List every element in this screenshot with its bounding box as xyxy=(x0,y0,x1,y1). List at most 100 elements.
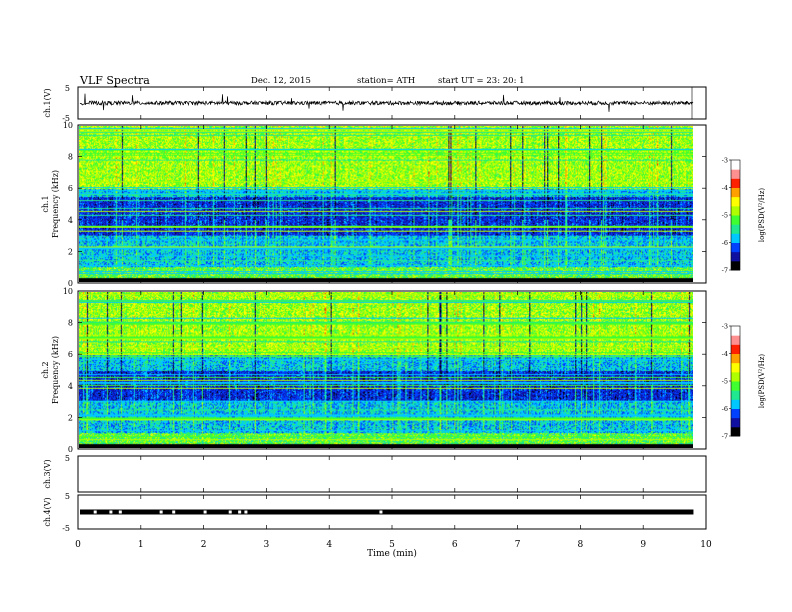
start-time-label: start UT = 23: 20: 1 xyxy=(438,76,525,86)
y-tick-label: 4 xyxy=(68,382,73,391)
x-tick-label: 9 xyxy=(640,540,646,550)
colorbar-swatch xyxy=(731,399,740,409)
colorbar-swatch xyxy=(731,160,740,170)
x-tick-label: 6 xyxy=(452,540,458,550)
spec2-ytick-labels: 0 2 4 6 8 10 xyxy=(63,287,706,454)
y-tick-label: 6 xyxy=(68,350,73,359)
ch4-gap xyxy=(159,510,163,514)
colorbar-swatch xyxy=(731,426,740,437)
colorbar-swatch xyxy=(731,169,740,179)
colorbar-swatch xyxy=(731,362,740,373)
ch4-gap xyxy=(93,510,97,514)
colorbar-swatch xyxy=(731,260,740,271)
ch4-gap xyxy=(203,510,207,514)
colorbar-tick-label: -6 xyxy=(722,239,728,247)
ch4-gap xyxy=(238,510,242,514)
ch4-ytick-bottom: -5 xyxy=(62,524,70,533)
colorbar-tick-label: -7 xyxy=(722,267,728,275)
spec1-ylabel: Frequency (kHz) xyxy=(51,170,60,238)
spectrogram-pixels xyxy=(79,292,693,448)
ch4-ytick-top: 5 xyxy=(65,492,70,501)
ch1-ytick-bottom: -5 xyxy=(62,114,70,123)
ch1-trace xyxy=(79,93,694,112)
spec1-ytick-labels: 0 2 4 6 8 10 xyxy=(63,121,706,288)
x-tick-label: 7 xyxy=(515,540,521,550)
colorbar-tick-label: -3 xyxy=(722,323,728,331)
ch3-ylabel: ch.3(V) xyxy=(43,459,52,488)
colorbar-swatch xyxy=(731,381,740,391)
x-tick-label: 2 xyxy=(201,540,207,550)
colorbar-tick-label: -5 xyxy=(722,378,728,386)
ch1-waveform-line xyxy=(79,93,694,112)
ch3-ytick-top: 5 xyxy=(65,454,70,463)
ch3-waveform-panel xyxy=(77,455,707,493)
colorbar-swatch xyxy=(731,408,740,419)
colorbar-swatch xyxy=(731,224,740,234)
ch4-gap xyxy=(118,510,122,514)
colorbar-swatch xyxy=(731,335,740,345)
station-label: station= ATH xyxy=(357,76,415,86)
colorbar-swatch xyxy=(731,242,740,253)
colorbar-swatch xyxy=(731,251,740,262)
x-tick-label: 0 xyxy=(75,540,81,550)
colorbar-swatch xyxy=(731,178,740,188)
y-tick-label: 8 xyxy=(68,153,73,162)
colorbar-swatch xyxy=(731,344,740,354)
x-tick-label: 5 xyxy=(389,540,395,550)
ch2-spectrogram-image xyxy=(79,292,693,448)
ch2-colorbar: -3 -4 -5 -6 -7 xyxy=(722,323,741,441)
colorbar-tick-label: -7 xyxy=(722,433,728,441)
colorbar-swatch xyxy=(731,187,740,198)
spec2-channel-label: ch.2 xyxy=(41,361,50,378)
x-tick-label: 3 xyxy=(264,540,270,550)
y-tick-label: 2 xyxy=(68,247,73,256)
colorbar-tick-label: -4 xyxy=(722,350,728,358)
colorbar-swatch xyxy=(731,417,740,428)
ch1-colorbar: -3 -4 -5 -6 -7 xyxy=(722,157,741,275)
colorbar-swatch xyxy=(731,390,740,400)
colorbar-swatch xyxy=(731,326,740,336)
ch4-gap xyxy=(228,510,232,514)
y-tick-label: 0 xyxy=(68,279,73,288)
time-axis-label: Time (min) xyxy=(367,548,417,559)
ch4-gap xyxy=(379,510,383,514)
x-tick-label: 10 xyxy=(700,540,712,550)
ch4-waveform-line xyxy=(80,509,694,515)
colorbar-swatch xyxy=(731,371,740,382)
time-axis: 0 1 2 3 4 5 6 7 8 9 10 xyxy=(75,87,712,550)
colorbar-tick-label: -3 xyxy=(722,157,728,165)
y-tick-label: 10 xyxy=(63,287,73,296)
x-tick-label: 8 xyxy=(578,540,584,550)
y-tick-label: 4 xyxy=(68,216,73,225)
colorbar-swatch xyxy=(731,205,740,216)
y-tick-label: 0 xyxy=(68,445,73,454)
y-tick-label: 6 xyxy=(68,184,73,193)
ch4-ylabel: ch.4(V) xyxy=(43,497,52,526)
y-tick-label: 2 xyxy=(68,413,73,422)
colorbar-swatch xyxy=(731,353,740,364)
figure-title: VLF Spectra xyxy=(79,74,150,87)
colorbar-swatch xyxy=(731,215,740,225)
ch2-colorbar-label: log(PSD(V²/Hz) xyxy=(758,354,766,409)
colorbar-swatch xyxy=(731,233,740,243)
colorbar-tick-label: -5 xyxy=(722,212,728,220)
colorbar-tick-label: -6 xyxy=(722,405,728,413)
date-label: Dec. 12, 2015 xyxy=(251,76,311,86)
spectrogram-pixels xyxy=(79,126,693,282)
ch1-ytick-top: 5 xyxy=(65,84,70,93)
colorbar-tick-label: -4 xyxy=(722,184,728,192)
ch1-spectrogram-image xyxy=(79,126,693,282)
x-tick-label: 4 xyxy=(326,540,332,550)
y-tick-label: 10 xyxy=(63,121,73,130)
colorbar-swatch xyxy=(731,196,740,207)
spec1-channel-label: ch.1 xyxy=(41,195,50,212)
ch4-trace xyxy=(80,509,694,515)
ch1-colorbar-label: log(PSD(V²/Hz) xyxy=(758,188,766,243)
ch4-gap xyxy=(172,510,176,514)
spec2-ylabel: Frequency (kHz) xyxy=(51,336,60,404)
ch1-ylabel: ch.1(V) xyxy=(43,88,52,117)
ch4-gap xyxy=(244,510,248,514)
ch4-gap xyxy=(109,510,113,514)
x-tick-label: 1 xyxy=(138,540,144,550)
